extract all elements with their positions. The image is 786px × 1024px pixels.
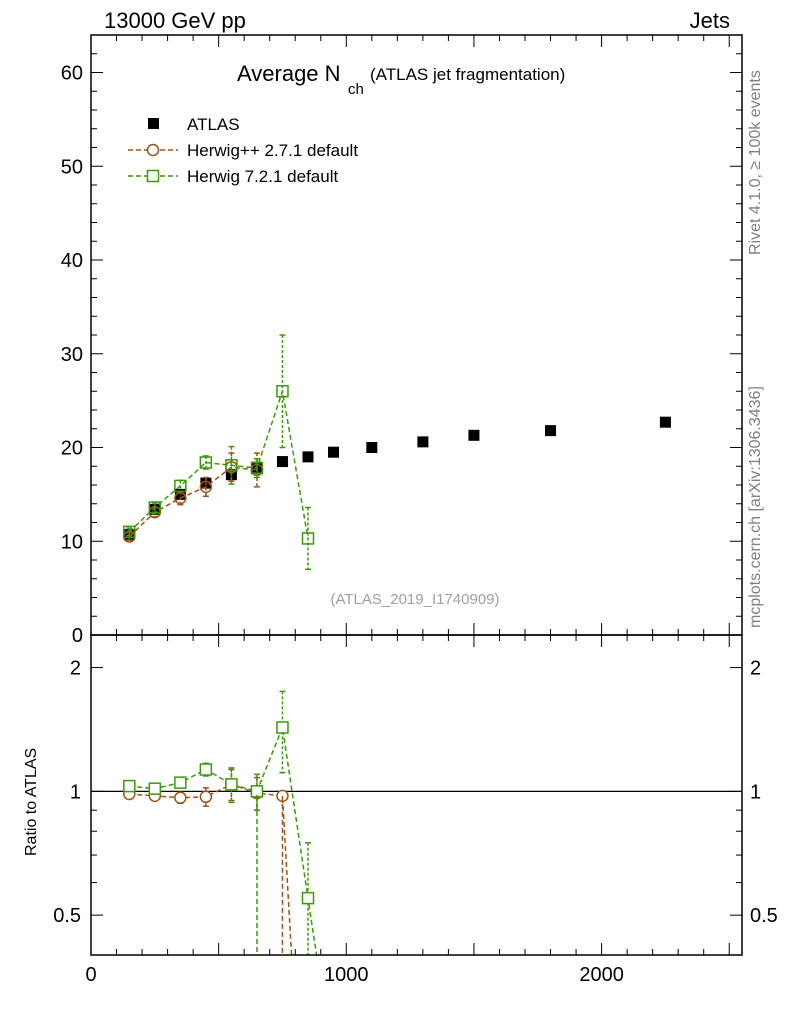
ratio-series-herwigpp bbox=[123, 768, 293, 955]
y-tick-label: 50 bbox=[61, 156, 83, 178]
chart-title-subscript: ch bbox=[348, 81, 364, 98]
ratio-point-herwig7 bbox=[148, 782, 162, 795]
series-herwig7 bbox=[123, 334, 315, 571]
rivet-version-label: Rivet 4.1.0, ≥ 100k events bbox=[747, 70, 764, 255]
main-panel: 0 10 20 30 40 50 60 Average N ch (ATLAS jet fr… bbox=[61, 34, 743, 647]
ratio-y-tick-label: 2 bbox=[70, 658, 81, 680]
ratio-series-herwig7 bbox=[123, 690, 318, 955]
series-line-herwig7 bbox=[128, 391, 309, 539]
data-point-herwig7 bbox=[148, 501, 162, 514]
ratio-y-tick-label: 0.5 bbox=[53, 905, 81, 927]
y-tick-label: 60 bbox=[61, 63, 83, 85]
y-tick-label: 10 bbox=[61, 531, 83, 553]
legend-marker-herwigpp bbox=[146, 143, 160, 157]
ratio-point-herwigpp bbox=[174, 791, 187, 804]
x-tick-label: 1000 bbox=[324, 964, 369, 986]
y-tick-label: 40 bbox=[61, 250, 83, 272]
mcplots-label: mcplots.cern.ch [arXiv:1306.3436] bbox=[747, 386, 764, 628]
data-point-herwig7 bbox=[174, 479, 187, 493]
data-point-atlas bbox=[366, 442, 378, 453]
analysis-id-label: (ATLAS_2019_I1740909) bbox=[330, 591, 499, 608]
ratio-point-herwig7 bbox=[276, 721, 289, 734]
ratio-axis-ticks: 0.5 0.5 1 1 2 2 0 1000 2000 bbox=[53, 635, 778, 986]
legend-item-atlas: ATLAS bbox=[148, 115, 240, 134]
main-data-layer bbox=[123, 334, 671, 571]
chart-title-suffix: (ATLAS jet fragmentation) bbox=[370, 65, 565, 84]
data-point-herwigpp bbox=[199, 480, 213, 494]
y-tick-label: 20 bbox=[61, 438, 83, 460]
y-tick-label: 30 bbox=[61, 344, 83, 366]
data-point-herwig7 bbox=[123, 525, 136, 539]
data-point-herwig7 bbox=[199, 456, 213, 469]
header-energy-label: 13000 GeV pp bbox=[104, 8, 246, 33]
legend-label-atlas: ATLAS bbox=[187, 115, 240, 134]
data-point-herwig7 bbox=[276, 385, 289, 398]
x-tick-label: 0 bbox=[85, 964, 96, 986]
ratio-point-herwig7 bbox=[174, 776, 187, 789]
legend-marker-herwig7 bbox=[146, 169, 160, 183]
ratio-data-layer bbox=[123, 690, 318, 955]
data-point-atlas bbox=[276, 456, 288, 468]
ratio-y-tick-label-right: 2 bbox=[750, 658, 761, 680]
ratio-line-herwigpp bbox=[129, 783, 293, 955]
header-process-label: Jets bbox=[690, 8, 730, 33]
legend-item-herwig7: Herwig 7.2.1 default bbox=[128, 167, 338, 186]
ratio-point-herwig7 bbox=[199, 763, 213, 776]
data-point-atlas bbox=[468, 429, 480, 441]
data-point-herwig7 bbox=[250, 461, 264, 475]
data-point-atlas bbox=[659, 416, 671, 428]
data-point-atlas bbox=[545, 425, 557, 437]
data-point-herwig7 bbox=[301, 532, 315, 545]
ratio-y-tick-label-right: 1 bbox=[750, 781, 761, 803]
ratio-y-tick-label: 1 bbox=[70, 781, 81, 803]
legend-label-herwigpp: Herwig++ 2.7.1 default bbox=[187, 141, 358, 160]
ratio-point-herwig7 bbox=[123, 779, 136, 793]
y-tick-label: 0 bbox=[72, 625, 83, 647]
ratio-panel: 0.5 0.5 1 1 2 2 0 1000 2000 Ratio to ATLAS bbox=[23, 634, 778, 986]
legend-label-herwig7: Herwig 7.2.1 default bbox=[187, 167, 338, 186]
ratio-plot-frame bbox=[90, 634, 743, 956]
data-point-herwigpp bbox=[174, 491, 187, 505]
x-tick-label: 2000 bbox=[579, 964, 624, 986]
data-point-atlas bbox=[302, 451, 314, 463]
ratio-point-herwigpp bbox=[199, 790, 213, 804]
ratio-axis-label: Ratio to ATLAS bbox=[23, 748, 40, 856]
ratio-line-herwig7 bbox=[129, 724, 318, 955]
chart-title: Average N bbox=[237, 61, 341, 86]
legend-marker-atlas bbox=[148, 118, 159, 129]
ratio-point-herwig7 bbox=[225, 778, 238, 791]
legend: ATLAS Herwig++ 2.7.1 default Herwig 7.2.… bbox=[128, 115, 358, 186]
legend-item-herwigpp: Herwig++ 2.7.1 default bbox=[128, 141, 358, 160]
main-axis-ticks: 0 10 20 30 40 50 60 bbox=[61, 34, 742, 647]
data-point-herwig7 bbox=[225, 459, 238, 472]
data-point-atlas bbox=[328, 446, 340, 458]
data-point-atlas bbox=[417, 436, 429, 448]
ratio-point-herwig7 bbox=[301, 891, 315, 905]
ratio-y-tick-label-right: 0.5 bbox=[750, 905, 778, 927]
series-line-herwigpp bbox=[128, 466, 258, 538]
